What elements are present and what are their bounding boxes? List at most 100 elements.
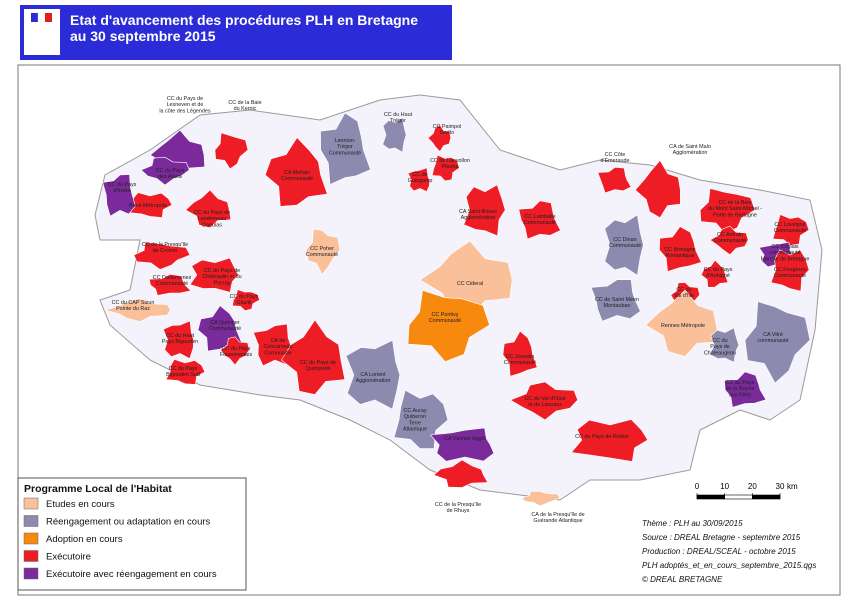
region-label: CC du Pays de Châteaulin et du Porzay — [202, 268, 241, 286]
region-label: CC du Pays Bigouden Sud — [166, 366, 200, 378]
region-label: CC Coglais communauté Marche de Bretagne — [761, 244, 810, 262]
region-label: CC Lamballe Communauté — [524, 214, 556, 226]
scale-unit: km — [787, 482, 798, 491]
region — [102, 174, 136, 217]
region — [570, 419, 649, 462]
region-label: CC Fougères Communauté — [774, 267, 807, 279]
legend-items: Etudes en cours Réengagement ou adaptatio… — [23, 497, 217, 580]
legend-box — [17, 477, 247, 591]
region — [700, 259, 729, 288]
region — [165, 359, 206, 385]
legend-label: Etudes en cours — [46, 499, 115, 510]
region — [433, 459, 489, 488]
region-label: CC du Val d'Oust et de Lanvaux — [524, 396, 566, 408]
region-label: CC Douarnenez Communauté — [153, 275, 192, 287]
region — [214, 132, 249, 170]
region-label: CA Vannes Agglo — [444, 436, 486, 442]
region — [709, 327, 740, 363]
legend-label: Réengagement ou adaptation en cours — [46, 517, 211, 528]
title-box — [20, 5, 452, 60]
region — [709, 225, 749, 256]
region-label: CC de la Presqu'île de Crozon — [142, 242, 188, 254]
legend-title: Programme Local de l'Habitat — [24, 483, 172, 495]
region-label: CC Bretagne Romantique — [664, 247, 695, 259]
region-label: CC du Pays des Abers — [156, 168, 185, 180]
region-label: CC Louvigné Communauté — [774, 222, 806, 234]
region — [659, 226, 702, 272]
region-label: CC du Haut Pays Bigouden — [162, 333, 198, 345]
region-label: CC Paimpol Goëlo — [433, 124, 462, 136]
legend-swatch — [23, 532, 39, 545]
region — [305, 228, 341, 276]
region — [281, 319, 346, 395]
region — [502, 330, 538, 377]
region-label: CA Vitré communauté — [757, 332, 788, 344]
region — [140, 156, 190, 186]
region-label: CC au Pays de la Roche aux Fées — [726, 380, 755, 398]
legend-swatch — [23, 567, 39, 580]
legend-swatch — [23, 497, 39, 510]
region — [772, 214, 810, 246]
legend-swatch — [23, 515, 39, 527]
region-label: CC de la Presqu'île de Rhuys — [435, 502, 481, 514]
logo-flag — [37, 12, 46, 23]
credit-line: Thème : PLH au 30/09/2015 — [642, 519, 743, 528]
region-label: Lannion-Trégor Communauté — [329, 138, 361, 156]
region — [149, 129, 206, 179]
region — [148, 273, 192, 296]
region — [518, 200, 561, 240]
region — [429, 427, 495, 462]
region — [103, 298, 171, 322]
region — [520, 491, 561, 507]
region — [431, 154, 460, 182]
region-label: CA de la Presqu'île de Guérande Atlantiqu… — [531, 512, 584, 524]
map-title: Etat d'avancement des procédures PLH en … — [70, 12, 418, 44]
region — [509, 381, 579, 421]
region — [320, 112, 371, 185]
region-label: CC du Pays de Redon — [575, 434, 629, 440]
region-label: CC du Pays Glazik — [230, 294, 259, 306]
map-frame — [17, 64, 841, 596]
region-label: CC Antrain Communauté — [714, 232, 746, 244]
region-label: CC du Pays Fouesnantais — [220, 346, 253, 358]
legend-swatch — [23, 550, 39, 562]
region-label: Brest Métropole — [129, 203, 167, 209]
legend-label: Adoption en cours — [46, 534, 123, 545]
region-label: CC Côte d'Émeraude — [601, 152, 630, 164]
region-label: CC du CAP Sizun Pointe du Raz — [112, 300, 155, 312]
region — [427, 124, 452, 153]
scale-segment — [752, 494, 781, 500]
region-label: CA de Concarneau Cornouaille — [263, 338, 292, 356]
region — [232, 289, 260, 312]
region — [382, 117, 407, 153]
credit-line: © DREAL BRETAGNE — [642, 575, 723, 584]
region — [597, 166, 632, 194]
region-label: CC de Guingamp — [408, 172, 433, 184]
region-label: CC Cideral — [457, 281, 483, 287]
region — [770, 249, 810, 292]
regions — [102, 112, 811, 507]
scale-label: 0 — [695, 482, 700, 491]
region — [634, 159, 681, 219]
credits: Thème : PLH au 30/09/2015 Source : DREAL … — [642, 519, 816, 584]
region — [185, 189, 232, 229]
region-label: CC Josselin Communauté — [504, 354, 536, 366]
region — [252, 323, 294, 367]
region-label: CC du Pays de Lesneven et de la côte des L… — [159, 96, 211, 114]
region-label: CC de Saint Méen Montauban — [595, 297, 639, 309]
region — [407, 167, 430, 193]
scale-label: 20 — [748, 482, 757, 491]
region — [463, 184, 506, 237]
credit-line: Production : DREAL/SCEAL - octobre 2015 — [642, 547, 796, 556]
region-label: CA Quimper Communauté — [209, 320, 241, 332]
region-label: CC du Pays de Châteaugiron — [704, 338, 736, 356]
credit-line: PLH adoptés_et_en_cours_septembre_2015.q… — [642, 561, 816, 570]
credit-line: Source : DREAL Bretagne - septembre 2015 — [642, 533, 801, 542]
region-label: CC du Pays de Quimperlé — [300, 360, 336, 372]
region-label: CA Saint-Brieuc Agglomération — [459, 209, 497, 221]
region — [744, 301, 811, 384]
logo-flag — [31, 13, 38, 22]
region-label: CC de Lanvollon Plouha — [430, 158, 470, 170]
region — [264, 137, 328, 207]
